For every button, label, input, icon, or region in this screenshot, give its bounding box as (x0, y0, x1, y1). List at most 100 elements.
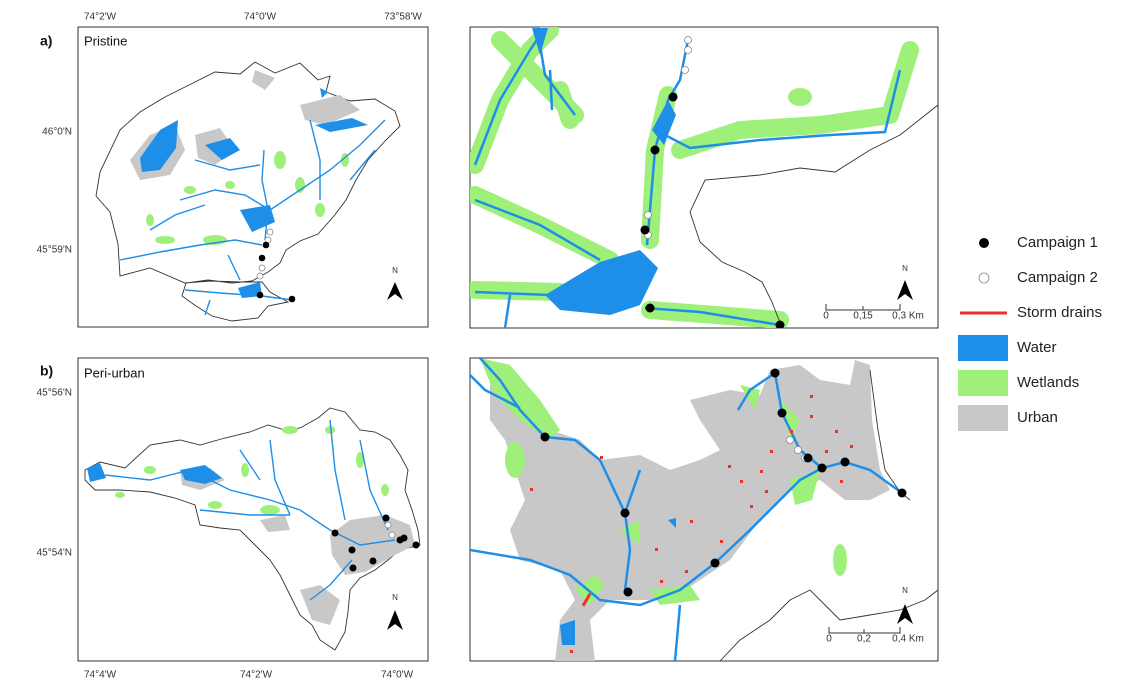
sampling-site (267, 229, 273, 235)
north-label: N (902, 586, 908, 595)
sampling-site (401, 535, 408, 542)
map-figure: N Pristine a) 74°2'W 74°0'W 73°58'W 46°0… (0, 0, 1125, 685)
panel-name: Peri-urban (84, 365, 145, 380)
north-label: N (902, 264, 908, 273)
longitude-label: 74°4'W (84, 670, 117, 681)
wetland-patch (282, 426, 298, 434)
legend-label: Storm drains (1017, 304, 1102, 321)
map-feature (770, 450, 773, 453)
panel-label: b) (40, 363, 53, 379)
longitude-label: 74°0'W (244, 12, 277, 23)
map-feature (570, 650, 573, 653)
panel-label: a) (40, 33, 52, 49)
scale-label: 0 (823, 311, 829, 322)
map-feature (958, 370, 1008, 396)
sampling-site (646, 304, 655, 313)
latitude-label: 46°0'N (42, 127, 72, 138)
map-feature (740, 480, 743, 483)
panel-name: Pristine (84, 33, 127, 48)
map-feature (660, 580, 663, 583)
legend: Campaign 1 Campaign 2 Storm drains Water… (958, 234, 1102, 431)
map-feature (720, 540, 723, 543)
scale-label: 0,2 (857, 634, 871, 645)
longitude-label: 73°58'W (384, 12, 422, 23)
sampling-site (841, 458, 850, 467)
wetland-patch (155, 236, 175, 244)
sampling-site (898, 489, 907, 498)
sampling-site (259, 255, 266, 262)
legend-label: Urban (1017, 409, 1058, 426)
legend-label: Wetlands (1017, 374, 1079, 391)
scale-label: 0,15 (853, 311, 873, 322)
map-feature (655, 548, 658, 551)
latitude-label: 45°54'N (37, 548, 72, 559)
wetland-patch (833, 544, 847, 576)
map-feature (825, 450, 828, 453)
wetland-patch (115, 492, 125, 498)
sampling-site (979, 273, 989, 283)
sampling-site (389, 532, 395, 538)
wetland-patch (144, 466, 156, 474)
wetland-patch (274, 151, 286, 169)
map-feature (690, 520, 693, 523)
sampling-site (651, 146, 660, 155)
sampling-site (795, 447, 802, 454)
legend-label: Campaign 1 (1017, 234, 1098, 251)
panel-b-inset: N 0 0,2 0,4 Km (470, 358, 938, 661)
wetland-patch (241, 463, 249, 477)
sampling-site (685, 37, 692, 44)
legend-label: Campaign 2 (1017, 269, 1098, 286)
map-feature (810, 395, 813, 398)
map-feature (760, 470, 763, 473)
sampling-site (682, 67, 689, 74)
sampling-site (541, 433, 550, 442)
sampling-site (385, 522, 391, 528)
sampling-site (263, 242, 270, 249)
wetland-patch (146, 214, 154, 226)
map-feature (790, 430, 793, 433)
longitude-label: 74°2'W (240, 670, 273, 681)
sampling-site (289, 296, 296, 303)
scale-label: 0 (826, 634, 832, 645)
sampling-site (621, 509, 630, 518)
wetland-patch (208, 501, 222, 509)
sampling-site (818, 464, 827, 473)
wetland-patch (184, 186, 196, 194)
map-feature (958, 335, 1008, 361)
map-feature (840, 480, 843, 483)
longitude-label: 74°0'W (381, 670, 414, 681)
panel-a-overview: N Pristine (78, 27, 428, 327)
sampling-site (259, 265, 265, 271)
sampling-site (413, 542, 420, 549)
sampling-site (771, 369, 780, 378)
map-feature (685, 570, 688, 573)
wetland-patch (315, 203, 325, 217)
sampling-site (685, 47, 692, 54)
panel-a-inset: N 0 0,15 0,3 Km (470, 27, 938, 330)
sampling-site (349, 547, 356, 554)
wetland-patch (505, 442, 525, 478)
sampling-site (787, 437, 794, 444)
wetland-patch (260, 505, 280, 515)
sampling-site (383, 515, 390, 522)
sampling-site (350, 565, 357, 572)
north-label: N (392, 266, 398, 275)
sampling-site (641, 226, 650, 235)
sampling-site (624, 588, 633, 597)
sampling-site (979, 238, 989, 248)
map-feature (728, 465, 731, 468)
wetland-patch (325, 426, 335, 434)
sampling-site (645, 212, 652, 219)
sampling-site (669, 93, 678, 102)
sampling-site (370, 558, 377, 565)
map-feature (810, 415, 813, 418)
wetland-patch (788, 88, 812, 106)
sampling-site (778, 409, 787, 418)
sampling-site (711, 559, 720, 568)
map-feature (600, 456, 603, 459)
sampling-site (257, 292, 264, 299)
sampling-site (257, 273, 263, 279)
panel-b-overview: N Peri-urban (78, 358, 428, 661)
map-feature (765, 490, 768, 493)
north-label: N (392, 593, 398, 602)
